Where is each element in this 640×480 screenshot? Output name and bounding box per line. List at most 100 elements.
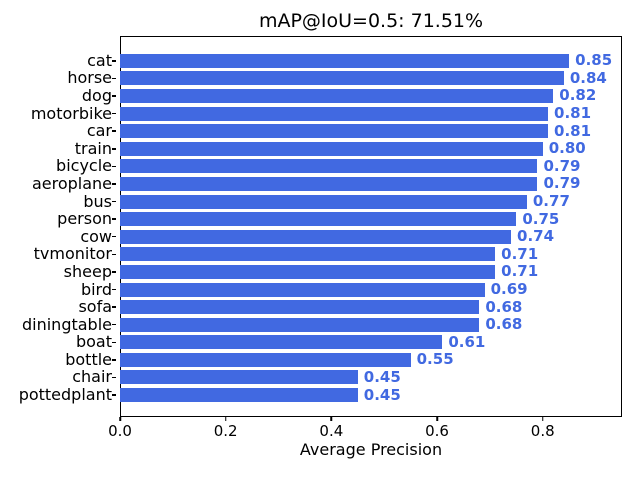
bar-row: bus 0.77 bbox=[0, 193, 622, 211]
category-label: horse bbox=[67, 68, 112, 88]
bar-track: 0.75 bbox=[120, 210, 622, 228]
category-label: boat bbox=[75, 332, 112, 352]
bar bbox=[120, 264, 496, 279]
bar-value-label: 0.74 bbox=[517, 227, 555, 246]
category-label: motorbike bbox=[30, 103, 112, 123]
bar bbox=[120, 317, 480, 332]
bar-value-label: 0.45 bbox=[363, 367, 401, 386]
bar-track: 0.81 bbox=[120, 122, 622, 140]
y-tick-mark bbox=[112, 323, 116, 326]
y-tick-mark bbox=[112, 148, 116, 150]
bar bbox=[120, 370, 358, 385]
bar-row: motorbike 0.81 bbox=[0, 105, 622, 123]
y-tick-mark bbox=[112, 95, 116, 97]
bar-row: dog 0.82 bbox=[0, 87, 622, 105]
y-tick-mark bbox=[112, 394, 116, 396]
bar-track: 0.71 bbox=[120, 246, 622, 264]
bar-row: bird 0.69 bbox=[0, 281, 622, 299]
bar-track: 0.74 bbox=[120, 228, 622, 246]
bar-row: bicycle 0.79 bbox=[0, 158, 622, 176]
bar-value-label: 0.79 bbox=[543, 174, 581, 193]
bar-row: train 0.80 bbox=[0, 140, 622, 158]
bar bbox=[120, 282, 485, 297]
category-label: dog bbox=[81, 85, 112, 105]
y-tick-mark bbox=[112, 271, 116, 273]
bar-track: 0.71 bbox=[120, 263, 622, 281]
category-label: tvmonitor bbox=[33, 244, 112, 264]
category-label: bicycle bbox=[56, 156, 112, 176]
bar bbox=[120, 300, 480, 315]
bar-track: 0.69 bbox=[120, 281, 622, 299]
bar bbox=[120, 194, 527, 209]
bar bbox=[120, 352, 411, 367]
y-tick-mark bbox=[112, 200, 116, 203]
y-tick-mark bbox=[112, 376, 116, 379]
bar bbox=[120, 212, 517, 227]
x-tick-mark bbox=[436, 417, 438, 421]
bar-value-label: 0.45 bbox=[363, 385, 401, 404]
plot-area bbox=[120, 36, 622, 417]
y-tick-mark bbox=[112, 341, 116, 344]
bar-track: 0.81 bbox=[120, 105, 622, 123]
x-tick-label: 0.4 bbox=[319, 422, 344, 440]
bar-value-label: 0.81 bbox=[554, 104, 592, 123]
y-tick-mark bbox=[112, 359, 116, 361]
bar-row: diningtable 0.68 bbox=[0, 316, 622, 334]
category-label: diningtable bbox=[21, 314, 112, 334]
x-tick-mark bbox=[224, 417, 227, 421]
bar-row: boat 0.61 bbox=[0, 334, 622, 352]
bar-track: 0.85 bbox=[120, 52, 622, 70]
bar-track: 0.45 bbox=[120, 369, 622, 387]
bar-row: horse 0.84 bbox=[0, 70, 622, 88]
category-label: cat bbox=[87, 50, 112, 70]
category-label: bus bbox=[83, 191, 112, 211]
bar-row: bottle 0.55 bbox=[0, 351, 622, 369]
x-tick-mark bbox=[541, 417, 544, 421]
category-label: cow bbox=[80, 226, 112, 246]
bar-row: sheep 0.71 bbox=[0, 263, 622, 281]
bar-track: 0.79 bbox=[120, 175, 622, 193]
bar-value-label: 0.69 bbox=[490, 280, 528, 299]
bar-value-label: 0.82 bbox=[559, 86, 597, 105]
y-tick-mark bbox=[112, 112, 116, 115]
bar-row: tvmonitor 0.71 bbox=[0, 246, 622, 264]
bar bbox=[120, 335, 443, 350]
category-label: chair bbox=[72, 367, 112, 387]
bar-row: sofa 0.68 bbox=[0, 298, 622, 316]
bar bbox=[120, 88, 554, 103]
bar-value-label: 0.84 bbox=[569, 68, 607, 87]
bar-rows: cat 0.85 horse 0.84 dog 0.82 motorbike 0.81 car 0… bbox=[0, 36, 622, 417]
category-label: bird bbox=[80, 279, 112, 299]
bar-value-label: 0.75 bbox=[522, 209, 560, 228]
bar-value-label: 0.85 bbox=[575, 51, 613, 70]
bar-value-label: 0.80 bbox=[548, 139, 586, 158]
bar-row: cat 0.85 bbox=[0, 52, 622, 70]
bar bbox=[120, 124, 549, 139]
bar-row: chair 0.45 bbox=[0, 369, 622, 387]
y-tick-mark bbox=[112, 306, 116, 308]
y-tick-mark bbox=[112, 235, 116, 238]
bar bbox=[120, 71, 564, 86]
bar bbox=[120, 176, 538, 191]
y-tick-mark bbox=[112, 218, 116, 220]
bar-row: car 0.81 bbox=[0, 122, 622, 140]
x-axis: 0.0 0.2 0.4 0.6 0.8 bbox=[108, 417, 622, 441]
bar-track: 0.45 bbox=[120, 386, 622, 404]
y-tick-mark bbox=[112, 253, 116, 256]
bar bbox=[120, 159, 538, 174]
x-tick-label: 0.8 bbox=[530, 422, 555, 440]
category-label: bottle bbox=[65, 349, 112, 369]
bar-row: cow 0.74 bbox=[0, 228, 622, 246]
bar-track: 0.61 bbox=[120, 334, 622, 352]
bar bbox=[120, 388, 358, 403]
bar-track: 0.77 bbox=[120, 193, 622, 211]
chart-title: mAP@IoU=0.5: 71.51% bbox=[258, 10, 484, 32]
y-tick-mark bbox=[112, 288, 116, 291]
bar-track: 0.79 bbox=[120, 158, 622, 176]
bar-track: 0.68 bbox=[120, 316, 622, 334]
bar-track: 0.80 bbox=[120, 140, 622, 158]
category-label: car bbox=[86, 121, 112, 141]
y-tick-mark bbox=[112, 77, 116, 80]
y-tick-mark bbox=[112, 130, 116, 132]
